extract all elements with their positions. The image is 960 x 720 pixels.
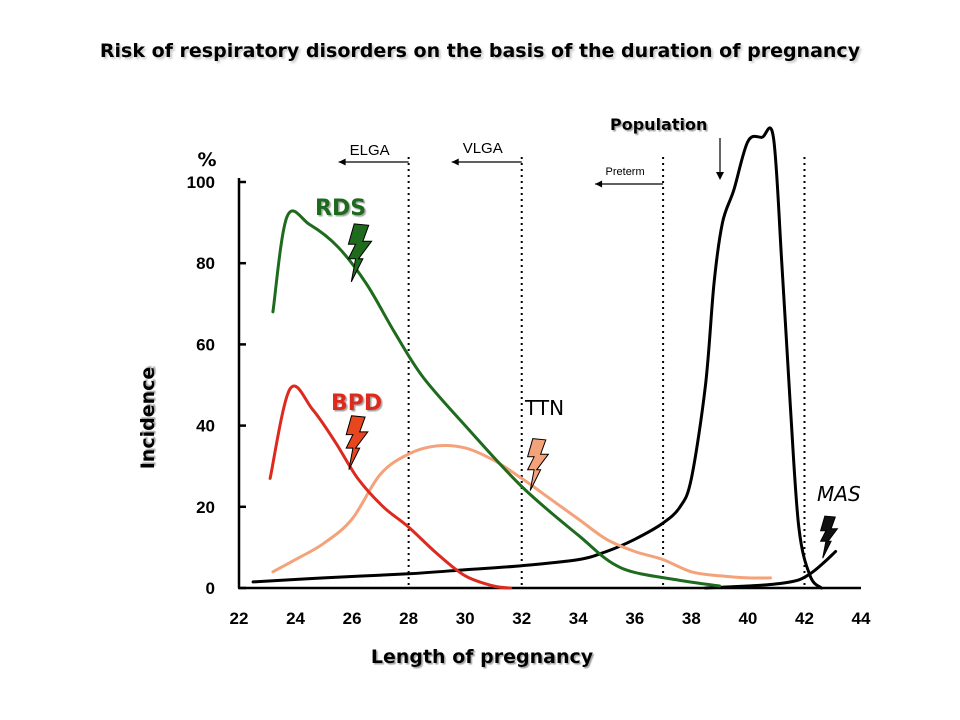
- series-line-bpd: [268, 384, 512, 590]
- population-arrowhead: [716, 172, 724, 180]
- series-line-rds: [271, 209, 722, 588]
- x-tick-label: 40: [738, 609, 757, 628]
- ttn-lightning-icon: [526, 438, 550, 491]
- threshold-label: Preterm: [606, 166, 645, 178]
- threshold-arrowhead: [595, 180, 603, 188]
- bpd-lightning-icon: [345, 415, 369, 470]
- x-tick-label: 42: [795, 609, 814, 628]
- threshold-arrowhead: [338, 158, 346, 166]
- label-rds: RDS: [315, 196, 366, 221]
- label-bpd: BPD: [331, 391, 382, 416]
- threshold-label: VLGA: [463, 140, 503, 157]
- x-tick-label: 26: [343, 609, 362, 628]
- series-line-ttn: [271, 443, 772, 580]
- x-tick-label: 36: [625, 609, 644, 628]
- x-tick-label: 38: [682, 609, 701, 628]
- label-mas: MAS: [817, 482, 861, 506]
- y-tick-label: 40: [196, 417, 215, 436]
- rds-lightning-icon: [347, 223, 373, 283]
- y-tick-label: 0: [206, 579, 215, 598]
- x-tick-label: 44: [852, 609, 871, 628]
- mas-lightning-icon: [819, 515, 839, 559]
- y-unit-label: %: [197, 149, 216, 171]
- series-line-population: [251, 126, 823, 590]
- x-axis-title: Length of pregnancy: [371, 646, 594, 668]
- label-population: Population: [610, 115, 707, 134]
- x-tick-label: 30: [456, 609, 475, 628]
- series-line-mas: [704, 550, 838, 590]
- x-tick-label: 34: [569, 609, 588, 628]
- label-ttn: TTN: [524, 396, 564, 420]
- y-tick-label: 80: [196, 254, 215, 273]
- x-tick-label: 22: [230, 609, 249, 628]
- x-tick-label: 32: [512, 609, 531, 628]
- y-tick-label: 60: [196, 335, 215, 354]
- chart-title: Risk of respiratory disorders on the bas…: [99, 40, 861, 62]
- threshold-label: ELGA: [350, 142, 390, 159]
- y-tick-label: 20: [196, 498, 215, 517]
- y-axis-title: Incidence: [137, 367, 159, 470]
- threshold-arrowhead: [451, 158, 459, 166]
- x-tick-label: 28: [399, 609, 418, 628]
- x-tick-label: 24: [286, 609, 305, 628]
- y-tick-label: 100: [187, 173, 215, 192]
